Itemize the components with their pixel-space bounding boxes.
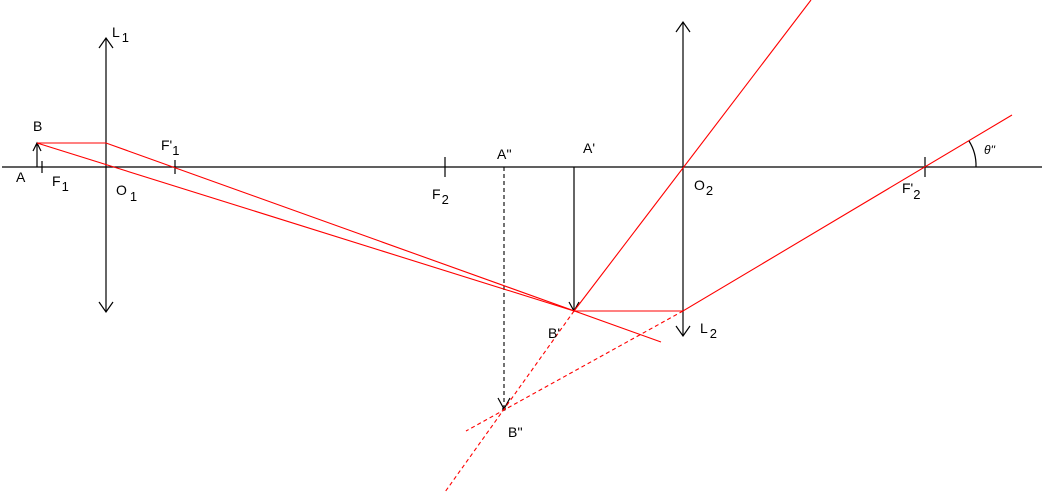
theta-angle-arc [968, 140, 977, 168]
label-bp: B' [548, 325, 560, 341]
lens-l2-bottom-arrow [675, 325, 691, 338]
lens-l1-bottom-arrow [98, 301, 114, 314]
label-b2: B'' [508, 424, 523, 440]
label-theta: θ'' [984, 143, 996, 157]
label-f1: F1 [52, 173, 69, 194]
label-ap: A' [583, 140, 595, 156]
label-f2: F2 [432, 186, 449, 207]
label-a: A [16, 169, 26, 185]
label-a2: A'' [497, 146, 512, 162]
virtual-extension-f2p [465, 310, 684, 432]
virtual-extension-o2 [444, 310, 575, 493]
ray-through-o1 [36, 142, 575, 312]
label-b: B [33, 118, 42, 134]
ray-parallel-through-f1p [37, 142, 662, 343]
label-f2p: F'2 [902, 180, 920, 202]
lens-l1-top-arrow [98, 36, 114, 49]
label-o2: O2 [694, 177, 713, 198]
ray-parallel-through-f2p [574, 114, 1013, 312]
lens-l2-top-arrow [675, 20, 691, 33]
ray-through-o2 [573, 0, 812, 312]
label-f1p: F'1 [161, 137, 179, 158]
